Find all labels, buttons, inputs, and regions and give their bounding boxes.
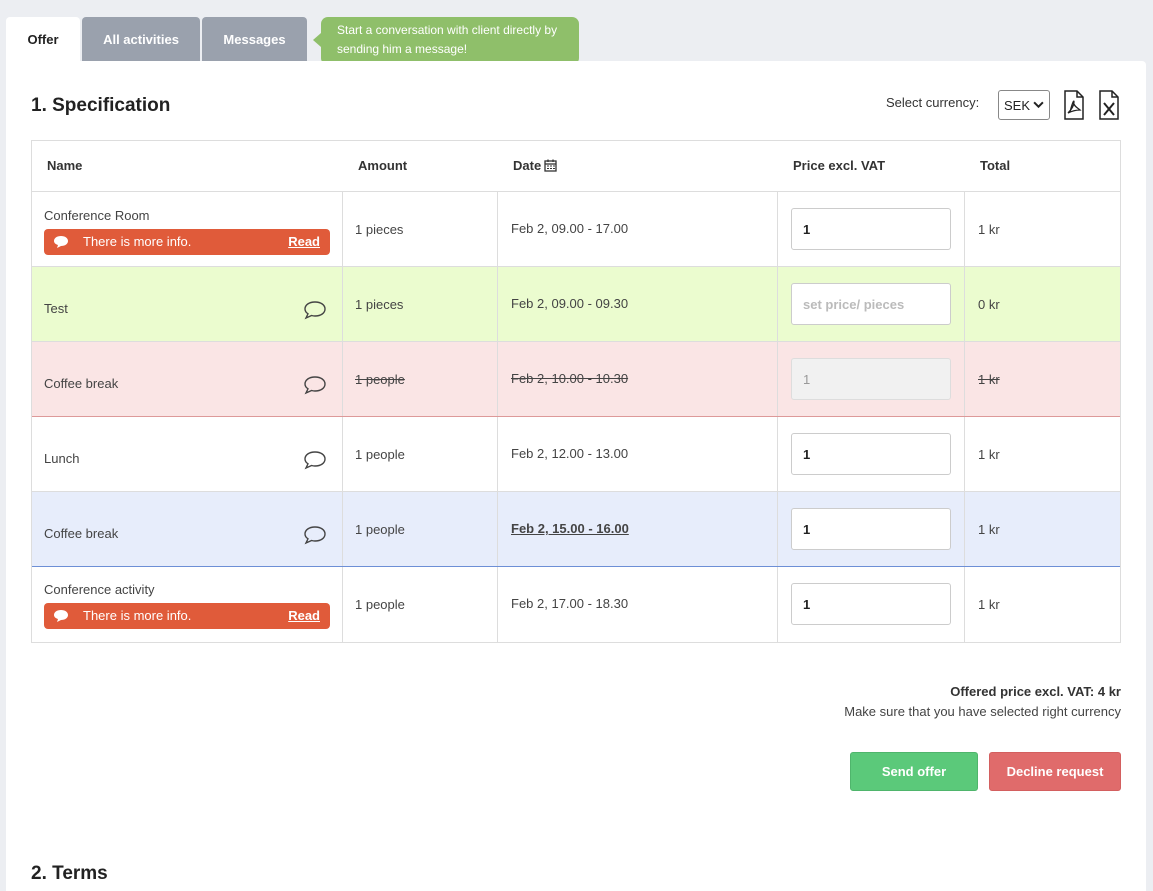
price-input[interactable]: [791, 283, 951, 325]
row-name: Conference Room: [44, 208, 150, 223]
table-row: Lunch 1 people Feb 2, 12.00 - 13.00 1 kr: [32, 417, 1120, 492]
table-header: Name Amount Date Price excl. VAT Total: [32, 141, 1120, 192]
speech-bubble-icon: [54, 236, 68, 248]
row-name: Conference activity: [44, 582, 155, 597]
currency-label: Select currency:: [886, 95, 980, 110]
column-header-date-label: Date: [513, 158, 542, 173]
currency-value: SEK: [1004, 97, 1031, 113]
row-date: Feb 2, 15.00 - 16.00: [511, 521, 629, 536]
row-date: Feb 2, 10.00 - 10.30: [511, 371, 629, 386]
column-header-date: Date: [513, 158, 557, 173]
price-input: [791, 358, 951, 400]
table-row: Coffee break 1 people Feb 2, 10.00 - 10.…: [32, 342, 1120, 417]
currency-select[interactable]: SEK: [998, 90, 1050, 120]
column-header-amount: Amount: [358, 158, 408, 173]
speech-bubble-icon: [54, 610, 68, 622]
comment-icon[interactable]: [303, 525, 327, 545]
comment-icon[interactable]: [303, 450, 327, 470]
tab-messages[interactable]: Messages: [202, 17, 307, 61]
section-title-terms: 2. Terms: [31, 863, 108, 884]
decline-request-button[interactable]: Decline request: [989, 752, 1121, 791]
table-row: Coffee break 1 people Feb 2, 15.00 - 16.…: [32, 492, 1120, 567]
table-row: Test 1 pieces Feb 2, 09.00 - 09.30 0 kr: [32, 267, 1120, 342]
more-info-text: There is more info.: [83, 234, 192, 249]
tab-all-activities[interactable]: All activities: [82, 17, 200, 61]
row-total: 1 kr: [978, 372, 1000, 387]
tab-offer[interactable]: Offer: [6, 17, 80, 61]
price-input[interactable]: [791, 433, 951, 475]
excel-file-icon[interactable]: [1097, 90, 1121, 120]
offered-price: Offered price excl. VAT: 4 kr: [950, 684, 1121, 699]
pdf-file-icon[interactable]: [1062, 90, 1086, 120]
read-link[interactable]: Read: [288, 608, 320, 623]
row-name: Coffee break: [44, 526, 119, 541]
row-date: Feb 2, 09.00 - 17.00: [511, 221, 629, 236]
table-row: Conference activity There is more info. …: [32, 567, 1120, 642]
row-name: Test: [44, 301, 68, 316]
more-info-bar: There is more info. Read: [44, 229, 330, 255]
row-amount: 1 people: [355, 372, 405, 387]
row-total: 1 kr: [978, 447, 1000, 462]
specification-table: Name Amount Date Price excl. VAT Total C…: [31, 140, 1121, 643]
row-total: 1 kr: [978, 597, 1000, 612]
row-amount: 1 people: [355, 597, 405, 612]
row-total: 1 kr: [978, 222, 1000, 237]
more-info-bar: There is more info. Read: [44, 603, 330, 629]
table-row: Conference Room There is more info. Read…: [32, 192, 1120, 267]
row-total: 1 kr: [978, 522, 1000, 537]
comment-icon[interactable]: [303, 300, 327, 320]
column-header-name: Name: [47, 158, 83, 173]
price-input[interactable]: [791, 508, 951, 550]
row-date: Feb 2, 09.00 - 09.30: [511, 296, 629, 311]
tab-bar: Offer All activities Messages: [6, 17, 309, 61]
row-amount: 1 people: [355, 447, 405, 462]
column-header-price: Price excl. VAT: [793, 158, 886, 173]
row-date: Feb 2, 17.00 - 18.30: [511, 596, 629, 611]
calendar-icon: [544, 159, 557, 172]
messages-tooltip: Start a conversation with client directl…: [313, 17, 579, 65]
more-info-text: There is more info.: [83, 608, 192, 623]
column-header-total: Total: [980, 158, 1011, 173]
chevron-down-icon: [1033, 101, 1044, 109]
row-name: Coffee break: [44, 376, 119, 391]
price-input[interactable]: [791, 583, 951, 625]
row-amount: 1 people: [355, 522, 405, 537]
send-offer-button[interactable]: Send offer: [850, 752, 978, 791]
price-input[interactable]: [791, 208, 951, 250]
offer-panel: 1. Specification Select currency: SEK Na…: [6, 61, 1146, 891]
read-link[interactable]: Read: [288, 234, 320, 249]
row-total: 0 kr: [978, 297, 1000, 312]
row-amount: 1 pieces: [355, 222, 404, 237]
section-title-specification: 1. Specification: [31, 95, 171, 116]
comment-icon[interactable]: [303, 375, 327, 395]
row-amount: 1 pieces: [355, 297, 404, 312]
currency-note: Make sure that you have selected right c…: [844, 704, 1121, 719]
row-name: Lunch: [44, 451, 80, 466]
row-date: Feb 2, 12.00 - 13.00: [511, 446, 629, 461]
